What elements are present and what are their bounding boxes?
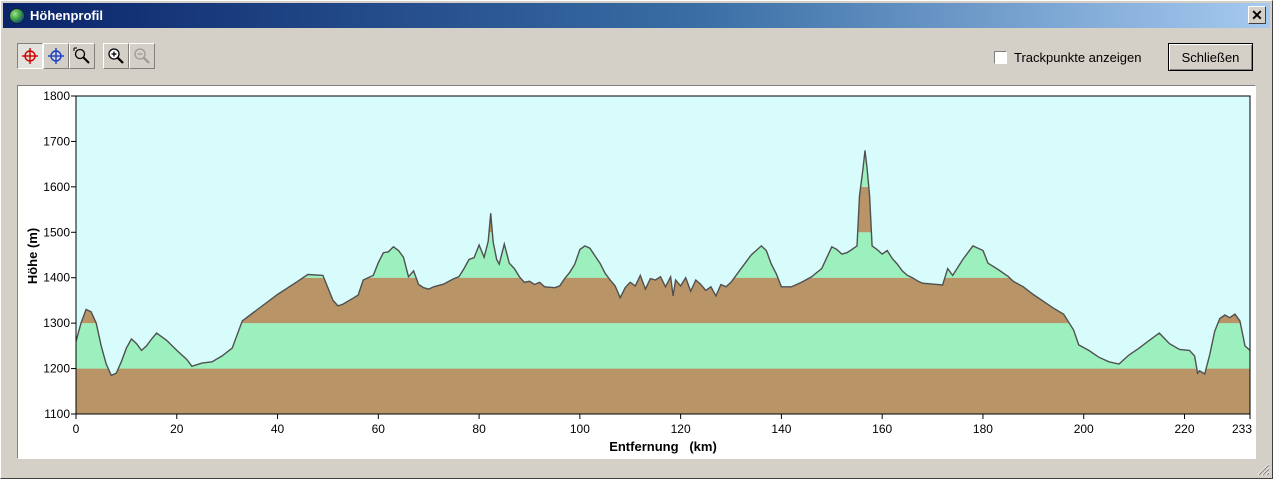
x-tick-label: 200 (1074, 422, 1094, 436)
zoom-out-button[interactable] (129, 43, 155, 69)
x-tick-label: 180 (973, 422, 993, 436)
x-tick-label: 140 (771, 422, 791, 436)
close-button[interactable]: Schließen (1168, 43, 1253, 71)
x-tick-label: 220 (1174, 422, 1194, 436)
y-axis-label: Höhe (m) (25, 228, 40, 284)
x-tick-label: 60 (372, 422, 386, 436)
trackpoints-label: Trackpunkte anzeigen (1014, 50, 1142, 65)
y-tick-label: 1800 (43, 89, 70, 103)
x-tick-label: 120 (671, 422, 691, 436)
x-tick-label: 160 (872, 422, 892, 436)
elevation-chart[interactable]: 1100 1200 1300 1400 1500 1600 1700 1800 0 20 40 60… (18, 86, 1255, 458)
tool-crosshair-red-button[interactable] (17, 43, 43, 69)
trackpoints-option[interactable]: Trackpunkte anzeigen (994, 50, 1141, 65)
y-tick-label: 1300 (43, 316, 70, 330)
tool-zoom-window-button[interactable] (69, 43, 95, 69)
x-tick-label: 233 (1232, 422, 1252, 436)
elevation-band (76, 323, 1250, 369)
elevation-chart-panel: 1100 1200 1300 1400 1500 1600 1700 1800 0 20 40 60… (17, 85, 1256, 459)
crosshair-blue-icon (48, 48, 64, 64)
zoom-in-button[interactable] (103, 43, 129, 69)
profile-line (76, 150, 1250, 377)
trackpoints-checkbox[interactable] (994, 51, 1007, 64)
x-tick-label: 0 (73, 422, 80, 436)
tool-group-zoom (103, 43, 155, 69)
plot-frame (75, 95, 1251, 415)
resize-grip-icon[interactable] (1256, 462, 1270, 476)
x-tick-label: 100 (570, 422, 590, 436)
y-tick-label: 1100 (44, 407, 70, 421)
window-title: Höhenprofil (30, 8, 103, 23)
window-close-button[interactable]: ✕ (1248, 6, 1266, 24)
x-tick-label: 20 (170, 422, 184, 436)
x-tick-label: 40 (271, 422, 285, 436)
zoom-in-icon (108, 48, 124, 64)
y-tick-label: 1400 (43, 271, 70, 285)
title-bar[interactable]: Höhenprofil ✕ (3, 3, 1270, 28)
x-tick-label: 80 (472, 422, 486, 436)
globe-icon (9, 7, 25, 24)
x-axis-label: Entfernung (km) (609, 439, 717, 454)
tool-group-cursor (17, 43, 95, 69)
y-tick-label: 1500 (43, 225, 70, 239)
elevation-band (76, 368, 1250, 414)
y-tick-label: 1200 (43, 362, 70, 376)
y-tick-label: 1700 (43, 134, 70, 148)
crosshair-red-icon (22, 48, 38, 64)
close-icon: ✕ (1251, 7, 1263, 23)
tool-crosshair-blue-button[interactable] (43, 43, 69, 69)
zoom-window-icon (73, 47, 90, 64)
zoom-out-icon (134, 48, 150, 64)
y-tick-label: 1600 (43, 180, 70, 194)
